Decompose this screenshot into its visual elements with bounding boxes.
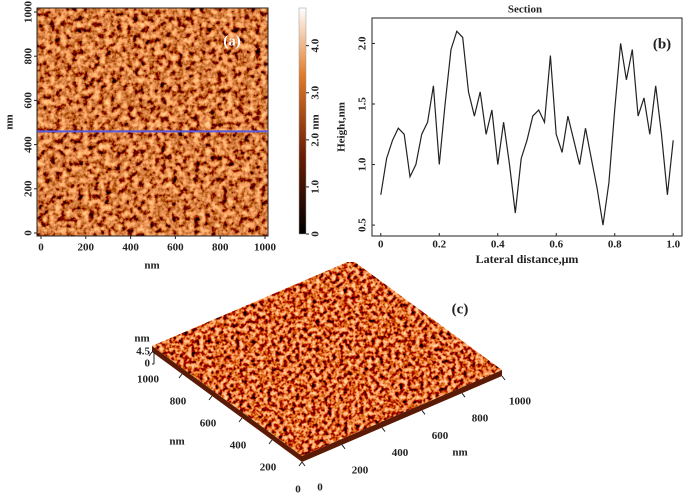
x-tick-label: 200 [352,464,369,476]
x-axis-label: nm [144,260,159,272]
y-tick [208,395,213,401]
y-tick-label: 0 [23,230,35,236]
x-tick-label: 1000 [509,396,532,408]
y-tick-label: 0 [295,484,301,495]
y-tick [238,417,243,423]
y-tick-label: 800 [170,396,187,408]
y-tick [178,373,183,379]
panel-label: (b) [653,36,671,52]
z-tick-label: 0 [145,358,151,370]
frame [36,7,269,237]
x-tick-label: 0.8 [608,239,622,251]
x-tick-label: 200 [78,242,95,254]
y-tick [268,439,273,445]
x-axis-label: Lateral distance,μm [476,252,579,266]
y-tick-label: 400 [23,136,35,153]
y-tick [148,351,153,357]
y-tick-label: 1000 [23,1,35,24]
colorbar-tick-label: 1.0 [310,180,322,194]
y-tick-label: 1.5 [357,97,369,111]
y-tick-label: 1000 [137,374,160,386]
y-axis-label: nm [4,114,16,129]
x-tick [381,427,386,432]
x-axis-label: nm [452,447,467,459]
x-tick [461,392,466,398]
frame [371,17,683,237]
x-tick-label: 1000 [254,242,277,254]
x-tick-label: 0.2 [432,239,446,251]
y-tick-label: 200 [260,462,277,474]
x-tick-label: 800 [212,242,229,254]
afm-image [37,8,268,236]
y-tick-label: 800 [23,47,35,64]
colorbar-tick-label: 3.0 [310,85,322,99]
colorbar-tick-label: 0 [310,231,322,237]
x-tick-label: 400 [392,447,409,459]
surface-side [152,346,502,462]
chart-title: Section [508,4,542,16]
y-axis-label: Height,nm [336,102,348,152]
x-tick-label: 400 [122,242,139,254]
y-tick-label: 0.5 [357,218,369,232]
x-tick-label: 800 [472,413,489,425]
y-axis-label: nm [169,436,184,448]
x-tick [501,375,506,381]
x-tick-label: 1.0 [666,239,680,251]
z-tick-label: 4.5 [136,346,150,358]
colorbar-label: nm [310,114,322,129]
surface [152,262,502,456]
x-tick-label: 600 [432,430,449,442]
y-tick-label: 600 [200,418,217,430]
section-profile [380,30,674,226]
x-tick-label: 0 [38,242,44,254]
x-tick-label: 600 [167,242,184,254]
panel-label: (c) [452,301,469,317]
x-tick [421,410,426,415]
colorbar [298,7,307,235]
x-tick-label: 0.4 [491,239,505,251]
x-tick-label: 0.6 [549,239,563,251]
colorbar-tick-label: 4.0 [310,38,322,52]
panel-label: (a) [223,33,241,49]
z-axis-label: nm [134,333,149,345]
y-tick-label: 2.0 [357,36,369,50]
y-tick [298,461,303,467]
y-tick-label: 600 [23,92,35,109]
colorbar-tick-label: 2.0 [310,132,322,146]
y-tick-label: 1.0 [357,157,369,171]
y-tick-label: 400 [230,440,247,452]
x-tick [301,461,306,467]
x-tick [341,444,346,450]
x-tick-label: 0 [378,239,384,251]
y-tick-label: 200 [23,180,35,197]
x-tick-label: 0 [317,482,323,494]
panels: 0 200 400 600 800 1000 0 200 400 600 800 1000 nm nm (a… [4,1,683,495]
